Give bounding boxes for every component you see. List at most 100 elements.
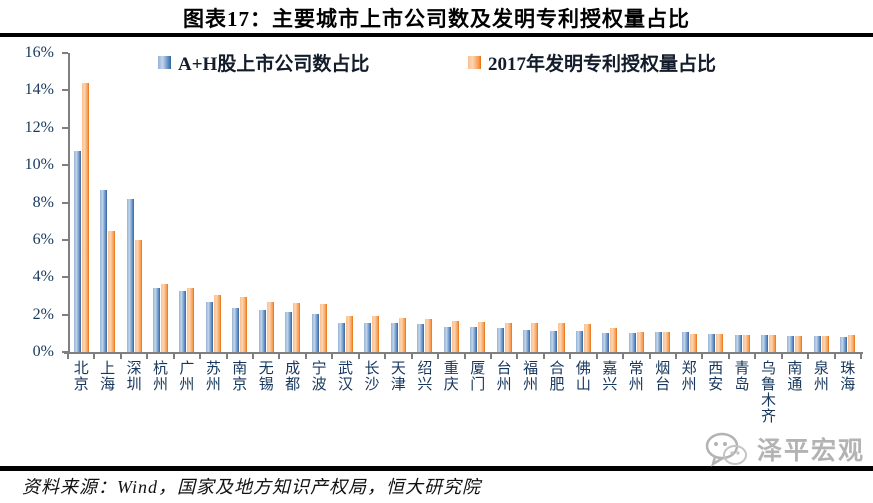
bar	[81, 82, 89, 352]
x-axis-tick	[780, 354, 783, 359]
bar	[443, 326, 451, 352]
bar	[153, 288, 161, 352]
bottom-divider-rule	[0, 466, 873, 471]
bar	[610, 327, 618, 352]
bar	[602, 333, 610, 352]
y-axis-tick-label: 14%	[24, 81, 54, 99]
y-axis-tick	[62, 313, 68, 316]
x-axis-tick	[754, 354, 757, 359]
bar	[496, 327, 504, 352]
x-axis-tick	[542, 354, 545, 359]
x-axis-tick	[278, 354, 281, 359]
x-axis-category-label: 深圳	[126, 361, 142, 393]
bar	[760, 335, 768, 352]
y-axis-tick-label: 4%	[32, 268, 54, 286]
bar	[716, 334, 724, 352]
legend-swatch-blue	[158, 56, 171, 69]
bar	[100, 190, 108, 352]
x-axis-tick	[199, 354, 202, 359]
x-axis-tick	[727, 354, 730, 359]
x-axis-category-label: 佛山	[575, 361, 591, 393]
bar	[840, 337, 848, 352]
x-axis-category-label: 成都	[285, 361, 301, 393]
legend-label: 2017年发明专利授权量占比	[488, 54, 717, 75]
bar	[848, 335, 856, 352]
x-axis-category-label: 宁波	[311, 361, 327, 393]
x-axis-tick	[331, 354, 334, 359]
x-axis-category-label: 烟台	[655, 361, 671, 393]
x-axis-tick	[860, 354, 862, 359]
bar	[73, 151, 81, 352]
y-axis-tick	[62, 276, 68, 279]
legend-label: A+H股上市公司数占比	[178, 54, 370, 75]
x-axis-tick	[93, 354, 96, 359]
x-axis-category-label: 郑州	[681, 361, 697, 393]
x-axis-category-label: 绍兴	[417, 361, 433, 393]
bar	[523, 329, 531, 352]
bar	[346, 315, 354, 352]
y-axis-tick-label: 0%	[32, 343, 54, 360]
bar	[708, 334, 716, 352]
bar	[338, 323, 346, 352]
y-axis-tick	[62, 164, 68, 167]
y-axis-tick-label: 6%	[32, 230, 54, 248]
x-axis-tick	[437, 354, 440, 359]
chart-title: 图表17：主要城市上市公司数及发明专利授权量占比	[183, 7, 690, 31]
x-axis-category-label: 合肥	[549, 361, 565, 393]
bar	[734, 335, 742, 352]
bar	[134, 239, 142, 352]
bar	[285, 311, 293, 352]
bar	[205, 302, 213, 352]
bar	[689, 334, 697, 352]
bar	[179, 291, 187, 352]
x-axis-tick	[807, 354, 810, 359]
x-axis-tick	[833, 354, 836, 359]
x-axis-category-label: 上海	[100, 361, 116, 393]
x-axis-category-label: 杭州	[153, 361, 169, 393]
y-axis-line	[68, 53, 70, 352]
x-axis-tick	[463, 354, 466, 359]
chat-bubble-logo-icon	[705, 432, 747, 467]
y-axis-tick	[62, 126, 68, 129]
legend-item-patents: 2017年发明专利授权量占比	[468, 49, 716, 76]
x-axis-category-label: 苏州	[205, 361, 221, 393]
x-axis-category-label: 常州	[628, 361, 644, 393]
x-axis-category-label: 长沙	[364, 361, 380, 393]
x-axis-category-label: 青岛	[734, 361, 750, 393]
bar	[768, 335, 776, 352]
x-axis-category-label: 珠海	[840, 361, 856, 393]
x-axis-category-label: 重庆	[443, 361, 459, 393]
bar	[531, 323, 539, 352]
y-axis-tick	[62, 52, 68, 54]
x-axis-category-label: 广州	[179, 361, 195, 393]
bar	[451, 321, 459, 352]
y-axis-tick	[62, 238, 68, 241]
bar	[417, 323, 425, 352]
bar	[232, 308, 240, 352]
bar	[398, 318, 406, 352]
x-axis-tick	[701, 354, 704, 359]
bar	[813, 336, 821, 352]
bar	[655, 332, 663, 352]
x-axis-tick	[119, 354, 122, 359]
y-axis-tick-label: 10%	[24, 156, 54, 174]
bar	[161, 283, 169, 352]
bar	[478, 322, 486, 352]
x-axis-category-label: 福州	[523, 361, 539, 393]
x-axis-tick	[622, 354, 625, 359]
x-axis-category-label: 台州	[496, 361, 512, 393]
bar	[126, 198, 134, 352]
x-axis-tick	[489, 354, 492, 359]
bar	[108, 230, 116, 352]
x-axis-tick	[410, 354, 413, 359]
watermark-text: 泽平宏观	[756, 438, 865, 465]
x-axis-tick	[357, 354, 360, 359]
y-axis-tick	[62, 201, 68, 204]
bar	[364, 323, 372, 352]
legend-swatch-orange	[468, 56, 481, 69]
x-axis-category-label: 南通	[787, 361, 803, 393]
x-axis-tick	[384, 354, 387, 359]
x-axis-category-label: 西安	[708, 361, 724, 393]
